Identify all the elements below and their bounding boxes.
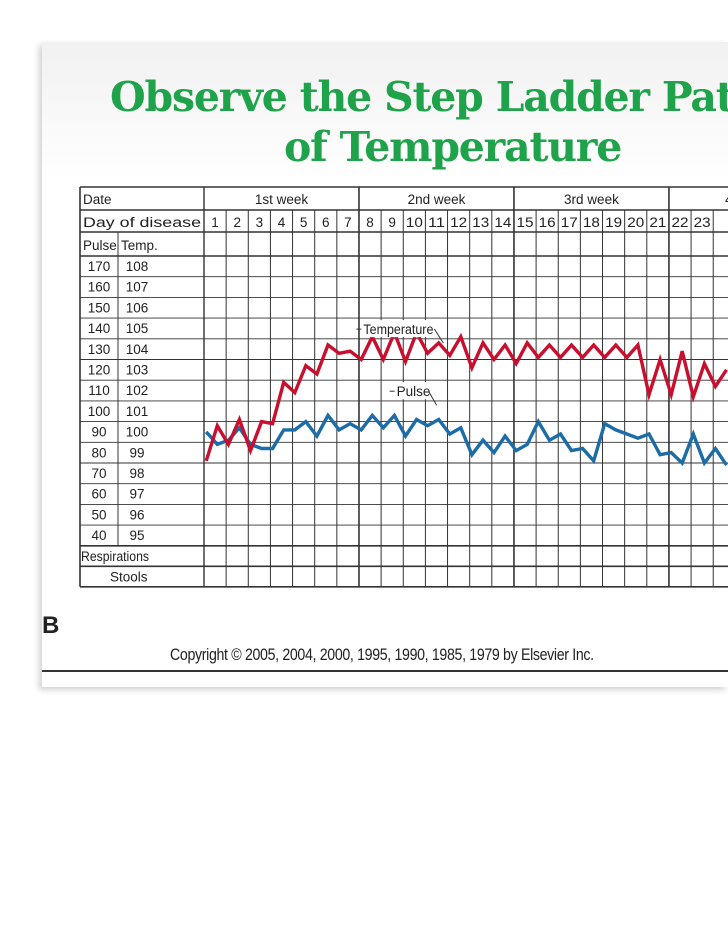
fever-chart: Date Day of disease Pulse Temp. Respirations… — [79, 186, 728, 588]
pulse-tick-label: 150 — [88, 300, 111, 315]
day-number-label: 11 — [428, 215, 445, 230]
pulse-annotation: Pulse — [397, 384, 431, 399]
day-number-label: 5 — [300, 215, 308, 230]
pulse-tick-label: 120 — [88, 363, 111, 378]
pulse-tick-label: 130 — [88, 342, 111, 357]
temp-tick-label: 108 — [126, 259, 149, 274]
stools-label: Stools — [110, 569, 148, 584]
pulse-tick-label: 170 — [88, 259, 111, 274]
temp-column-header: Temp. — [121, 238, 158, 253]
chart-annotations: Temperature Pulse — [356, 320, 444, 406]
slide: Observe the Step Ladder Pattern of Tempe… — [42, 42, 728, 687]
temp-tick-label: 105 — [126, 321, 149, 336]
chart-grid — [79, 186, 728, 588]
slide-background — [42, 42, 728, 182]
temp-tick-label: 103 — [126, 363, 149, 378]
temp-tick-label: 107 — [126, 280, 149, 295]
day-number-label: 6 — [322, 215, 330, 230]
annotation-bg — [361, 320, 436, 338]
temp-tick-label: 95 — [129, 528, 144, 543]
day-number-label: 14 — [494, 215, 512, 230]
temp-tick-label: 98 — [129, 466, 144, 481]
week-label: 1st week — [255, 192, 309, 207]
temp-tick-label: 106 — [126, 300, 149, 315]
pulse-tick-label: 40 — [91, 528, 106, 543]
day-number-label: 4 — [278, 215, 286, 230]
pulse-tick-label: 160 — [88, 280, 111, 295]
day-number-label: 9 — [388, 215, 396, 230]
day-number-label: 17 — [561, 215, 578, 230]
temperature-annotation: Temperature — [363, 322, 433, 337]
temp-tick-label: 101 — [126, 404, 149, 419]
respirations-label: Respirations — [81, 549, 149, 564]
day-number-label: 22 — [672, 215, 689, 230]
week-label: 4th week — [725, 192, 728, 207]
chart-labels: Date Day of disease Pulse Temp. Respirations… — [81, 192, 728, 584]
panel-letter: B — [42, 612, 60, 639]
day-number-label: 13 — [472, 215, 489, 230]
bottom-divider — [42, 670, 728, 672]
pulse-column-header: Pulse — [83, 238, 117, 253]
pulse-tick-label: 80 — [91, 445, 106, 460]
fever-chart-figure: Date Day of disease Pulse Temp. Respirations… — [42, 184, 728, 687]
day-number-label: 7 — [344, 215, 352, 230]
day-number-label: 20 — [627, 215, 644, 230]
temp-tick-label: 100 — [126, 425, 149, 440]
pulse-tick-label: 50 — [91, 507, 106, 522]
day-number-label: 18 — [583, 215, 600, 230]
pulse-line — [204, 412, 728, 467]
day-number-label: 16 — [539, 215, 556, 230]
week-label: 3rd week — [564, 192, 619, 207]
temp-tick-label: 96 — [129, 507, 144, 522]
pulse-tick-label: 90 — [91, 425, 106, 440]
annotation-leader — [428, 390, 438, 406]
day-number-label: 23 — [694, 215, 711, 230]
pulse-tick-label: 140 — [88, 321, 111, 336]
pulse-tick-label: 100 — [88, 404, 111, 419]
day-number-label: 12 — [450, 215, 467, 230]
day-number-label: 8 — [366, 215, 374, 230]
title-line-1: Observe the Step Ladder Pattern — [110, 73, 728, 121]
annotation-bg — [394, 382, 430, 400]
day-number-label: 21 — [649, 215, 666, 230]
copyright-text: Copyright © 2005, 2004, 2000, 1995, 1990… — [170, 646, 594, 664]
day-number-label: 15 — [517, 215, 534, 230]
day-number-label: 2 — [233, 215, 241, 230]
pulse-tick-label: 110 — [88, 383, 110, 398]
day-number-label: 1 — [211, 215, 219, 230]
week-label: 2nd week — [408, 192, 466, 207]
chart-series — [204, 327, 728, 467]
temp-tick-label: 104 — [126, 342, 149, 357]
pulse-tick-label: 60 — [91, 487, 106, 502]
day-number-label: 3 — [256, 215, 264, 230]
day-number-label: 19 — [605, 215, 622, 230]
day-of-disease-label: Day of disease — [83, 215, 201, 230]
pulse-tick-label: 70 — [91, 466, 106, 481]
day-number-label: 10 — [406, 215, 423, 230]
title-line-2: of Temperature — [284, 123, 622, 171]
temperature-line — [204, 327, 728, 462]
annotation-leader — [433, 328, 444, 344]
temp-tick-label: 99 — [129, 445, 144, 460]
date-label: Date — [83, 192, 112, 207]
temp-tick-label: 102 — [126, 383, 149, 398]
temp-tick-label: 97 — [129, 487, 144, 502]
